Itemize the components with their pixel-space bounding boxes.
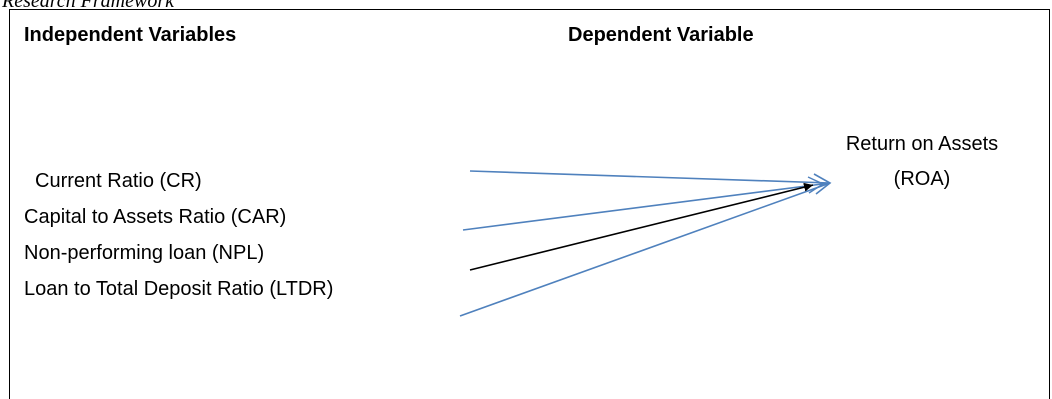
variable-npl: Non-performing loan (NPL)	[24, 242, 265, 264]
independent-variables-heading: Independent Variables	[24, 24, 237, 46]
framework-box	[9, 9, 1050, 399]
dependent-variable-abbrev: (ROA)	[893, 168, 951, 190]
dependent-variable: Return on Assets (ROA)	[812, 127, 1032, 197]
arrow-ltdr	[459, 182, 831, 317]
independent-variable-list: Current Ratio (CR) Capital to Assets Rat…	[24, 163, 333, 307]
arrow-head-blue	[813, 173, 832, 195]
dependent-variable-name: Return on Assets	[845, 133, 999, 155]
arrows-layer	[459, 170, 832, 317]
variable-ltdr: Loan to Total Deposit Ratio (LTDR)	[24, 278, 334, 300]
variable-car: Capital to Assets Ratio (CAR)	[24, 206, 287, 228]
arrow-car	[462, 182, 831, 231]
variable-cr: Current Ratio (CR)	[35, 170, 202, 192]
dependent-variable-heading: Dependent Variable	[568, 24, 754, 46]
arrow-cr	[469, 170, 831, 184]
arrow-npl	[469, 182, 814, 271]
arrow-head-blue-2	[807, 176, 825, 194]
